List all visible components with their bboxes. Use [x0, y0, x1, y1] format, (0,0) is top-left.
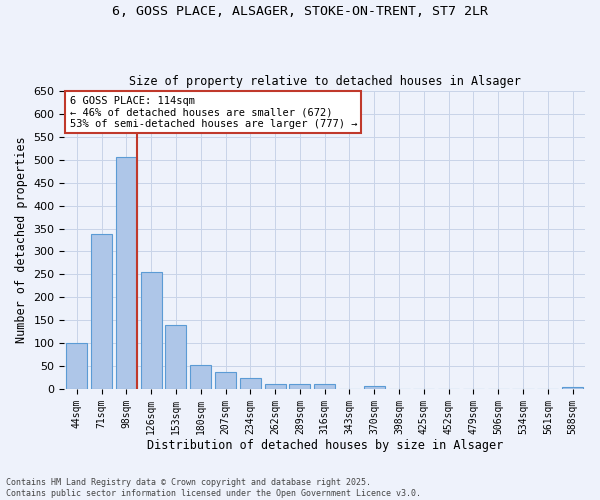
- Y-axis label: Number of detached properties: Number of detached properties: [15, 136, 28, 344]
- Bar: [166, 325, 187, 389]
- Bar: [240, 378, 261, 389]
- Bar: [364, 386, 385, 389]
- X-axis label: Distribution of detached houses by size in Alsager: Distribution of detached houses by size …: [146, 440, 503, 452]
- Bar: [190, 364, 211, 389]
- Bar: [562, 386, 583, 389]
- Bar: [91, 234, 112, 389]
- Bar: [66, 343, 88, 389]
- Bar: [116, 156, 137, 389]
- Text: 6 GOSS PLACE: 114sqm
← 46% of detached houses are smaller (672)
53% of semi-deta: 6 GOSS PLACE: 114sqm ← 46% of detached h…: [70, 96, 357, 128]
- Bar: [215, 372, 236, 389]
- Bar: [140, 272, 162, 389]
- Text: Contains HM Land Registry data © Crown copyright and database right 2025.
Contai: Contains HM Land Registry data © Crown c…: [6, 478, 421, 498]
- Text: 6, GOSS PLACE, ALSAGER, STOKE-ON-TRENT, ST7 2LR: 6, GOSS PLACE, ALSAGER, STOKE-ON-TRENT, …: [112, 5, 488, 18]
- Bar: [289, 384, 310, 389]
- Title: Size of property relative to detached houses in Alsager: Size of property relative to detached ho…: [129, 76, 521, 88]
- Bar: [314, 384, 335, 389]
- Bar: [265, 384, 286, 389]
